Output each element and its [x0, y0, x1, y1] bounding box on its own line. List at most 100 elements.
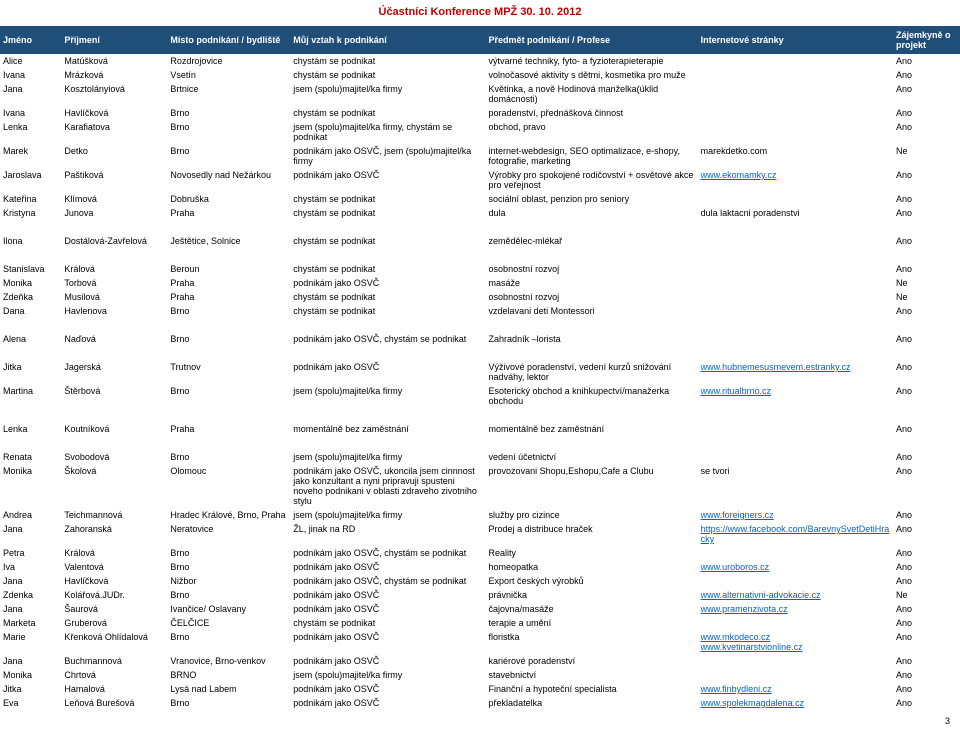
table-cell: Ivana [0, 68, 61, 82]
table-cell: Ilona [0, 234, 61, 248]
table-cell: chystám se podnikat [290, 206, 485, 220]
table-cell: podnikám jako OSVČ [290, 696, 485, 710]
website-link[interactable]: www.foreigners.cz [701, 510, 774, 520]
table-cell: Export českých výrobků [486, 574, 698, 588]
table-cell [698, 120, 893, 144]
group-spacer [0, 436, 960, 450]
table-cell: terapie a umění [486, 616, 698, 630]
table-cell: Paštiková [61, 168, 167, 192]
table-cell: marekdetko.com [698, 144, 893, 168]
table-cell: Brno [167, 144, 290, 168]
table-cell: Vranovice, Brno-venkov [167, 654, 290, 668]
table-cell: provozovani Shopu,Eshopu,Cafe a Clubu [486, 464, 698, 508]
table-cell: podnikám jako OSVČ, ukoncila jsem cinnno… [290, 464, 485, 508]
table-cell: chystám se podnikat [290, 234, 485, 248]
table-header: Jméno Příjmení Místo podnikání / bydlišt… [0, 26, 960, 54]
website-link[interactable]: www.ekomamky.cz [701, 170, 777, 180]
table-cell: Hamalová [61, 682, 167, 696]
table-cell: Ivana [0, 106, 61, 120]
table-cell: Ano [893, 54, 960, 68]
table-row: JitkaHamalováLysá nad Labempodnikám jako… [0, 682, 960, 696]
table-cell: Ano [893, 508, 960, 522]
table-cell: Monika [0, 464, 61, 508]
table-cell: Teichmannová [61, 508, 167, 522]
table-row: JaroslavaPaštikováNovosedly nad Nežárkou… [0, 168, 960, 192]
table-cell: Ano [893, 616, 960, 630]
table-cell: Jana [0, 602, 61, 616]
table-cell: ČELČICE [167, 616, 290, 630]
table-cell: Musilová [61, 290, 167, 304]
table-cell: floristka [486, 630, 698, 654]
table-cell [698, 654, 893, 668]
table-cell: Trutnov [167, 360, 290, 384]
website-link[interactable]: www.mkodeco.cz [701, 632, 771, 642]
table-cell: Naďová [61, 332, 167, 346]
th-prijmeni: Příjmení [61, 26, 167, 54]
table-cell: www.ekomamky.cz [698, 168, 893, 192]
website-link[interactable]: www.ritualbrno.cz [701, 386, 772, 396]
table-cell [698, 68, 893, 82]
table-cell: sociální oblast, penzion pro seniory [486, 192, 698, 206]
table-cell: podnikám jako OSVČ [290, 588, 485, 602]
th-zajemkyne: Zájemkyně o projekt [893, 26, 960, 54]
table-cell [698, 422, 893, 436]
table-cell: chystám se podnikat [290, 290, 485, 304]
table-cell: www.mkodeco.czwww.kvetinarstvionline.cz [698, 630, 893, 654]
table-cell: homeopatka [486, 560, 698, 574]
table-cell [698, 54, 893, 68]
table-cell: Karafiatova [61, 120, 167, 144]
table-cell: Výživové poradenství, vedení kurzů snižo… [486, 360, 698, 384]
table-cell: Leňová Burešová [61, 696, 167, 710]
table-row: IlonaDostálová-ZavřelováJeštětice, Solni… [0, 234, 960, 248]
th-jmeno: Jméno [0, 26, 61, 54]
table-cell: masáže [486, 276, 698, 290]
th-misto: Místo podnikání / bydliště [167, 26, 290, 54]
table-cell: Šaurová [61, 602, 167, 616]
group-spacer [0, 318, 960, 332]
table-cell: Ano [893, 668, 960, 682]
table-cell: Brtnice [167, 82, 290, 106]
table-cell: Květinka, a nově Hodinová manželka(úklid… [486, 82, 698, 106]
table-cell [698, 234, 893, 248]
website-link[interactable]: https://www.facebook.com/BarevnySvetDeti… [701, 524, 890, 544]
table-cell: Novosedly nad Nežárkou [167, 168, 290, 192]
table-cell: se tvori [698, 464, 893, 508]
table-cell: Ano [893, 262, 960, 276]
table-cell: Jagerská [61, 360, 167, 384]
website-link[interactable]: www.kvetinarstvionline.cz [701, 642, 803, 652]
table-cell: jsem (spolu)majitel/ka firmy [290, 508, 485, 522]
participants-table: Jméno Příjmení Místo podnikání / bydlišt… [0, 26, 960, 710]
website-link[interactable]: www.spolekmagdalena.cz [701, 698, 805, 708]
website-link[interactable]: www.pramenzivota.cz [701, 604, 788, 614]
table-cell: podnikám jako OSVČ [290, 168, 485, 192]
table-cell: Ano [893, 168, 960, 192]
table-cell: Brno [167, 304, 290, 318]
page-title: Účastníci Konference MPŽ 30. 10. 2012 [0, 0, 960, 26]
website-link[interactable]: www.finbydleni.cz [701, 684, 772, 694]
table-cell: Matúšková [61, 54, 167, 68]
table-cell: Iva [0, 560, 61, 574]
table-cell: Dostálová-Zavřelová [61, 234, 167, 248]
website-link[interactable]: www.alternativni-advokacie.cz [701, 590, 821, 600]
table-cell: www.foreigners.cz [698, 508, 893, 522]
table-row: IvaValentováBrnopodnikám jako OSVČhomeop… [0, 560, 960, 574]
website-link[interactable]: www.hubnemesusmevem.estranky.cz [701, 362, 851, 372]
table-cell: Brno [167, 120, 290, 144]
table-cell: Ano [893, 206, 960, 220]
table-cell: Brno [167, 332, 290, 346]
website-link[interactable]: www.uroboros.cz [701, 562, 770, 572]
table-cell: Zahoranská [61, 522, 167, 546]
table-cell [698, 304, 893, 318]
table-cell: internet-webdesign, SEO optimalizace, e-… [486, 144, 698, 168]
table-cell: Brno [167, 630, 290, 654]
table-cell: chystám se podnikat [290, 616, 485, 630]
th-predmet: Předmět podnikání / Profese [486, 26, 698, 54]
table-cell: Kosztolányiová [61, 82, 167, 106]
table-cell: Ivančice/ Oslavany [167, 602, 290, 616]
table-cell: Ano [893, 522, 960, 546]
table-cell: Valentová [61, 560, 167, 574]
table-cell: Petra [0, 546, 61, 560]
table-row: ZdenkaKolářová.JUDr.Brnopodnikám jako OS… [0, 588, 960, 602]
table-cell: Rozdrojovice [167, 54, 290, 68]
table-row: AliceMatúškováRozdrojovicechystám se pod… [0, 54, 960, 68]
